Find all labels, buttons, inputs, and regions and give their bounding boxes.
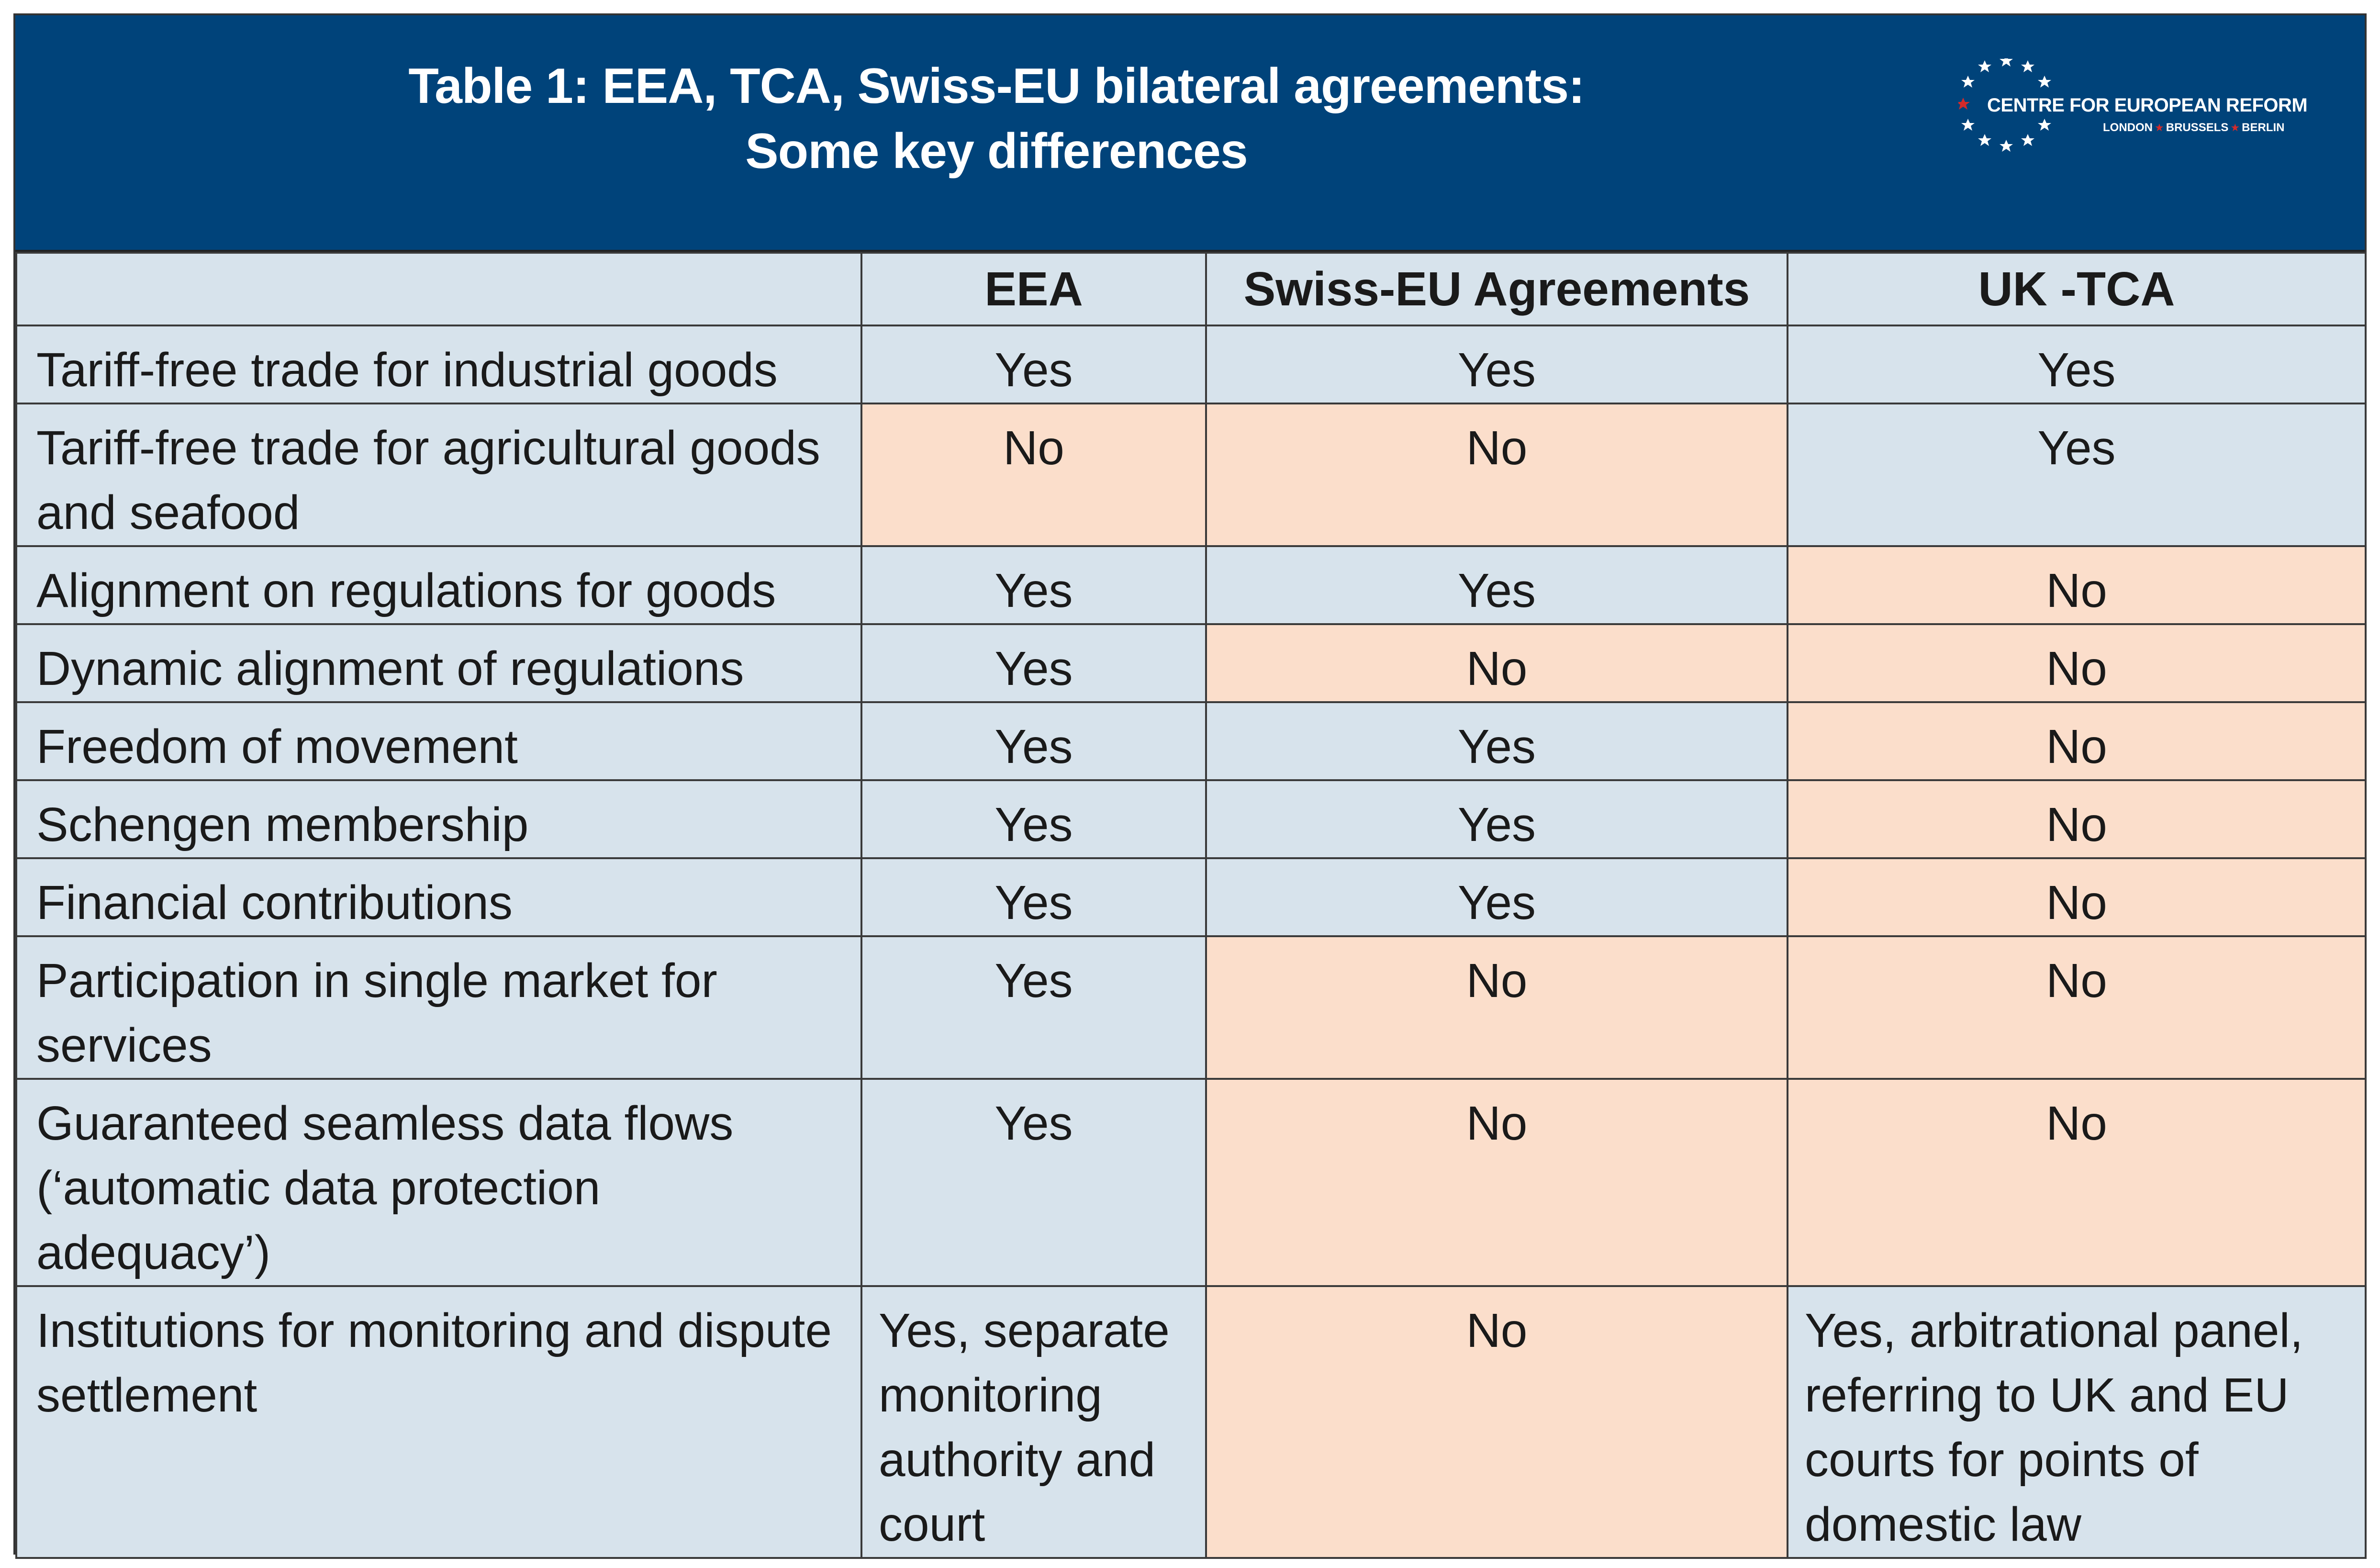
cell-uk: No [1787,779,2367,859]
logo-city-brussels: BRUSSELS [2166,121,2229,134]
cell-eea: Yes [860,545,1207,625]
row-label: Participation in single market for servi… [15,935,862,1080]
cell-eea: Yes [860,935,1207,1080]
eu-stars-icon [1958,58,2051,152]
red-star-icon: ★ [2230,122,2240,134]
cell-uk: No [1787,545,2367,625]
row-label: Tariff-free trade for agricultural goods… [15,403,862,547]
cell-uk: No [1787,623,2367,703]
cell-swiss: Yes [1205,779,1788,859]
column-header-swiss: Swiss-EU Agreements [1205,252,1788,326]
row-label: Financial contributions [15,857,862,937]
cer-logo: CENTRE FOR EUROPEAN REFORM LONDON ★ BRUSSE… [1958,58,2341,183]
row-label: Institutions for monitoring and dispute … [15,1285,862,1559]
cell-eea: Yes [860,779,1207,859]
cell-swiss: Yes [1205,545,1788,625]
cell-swiss: No [1205,1078,1788,1287]
table-frame: Table 1: EEA, TCA, Swiss-EU bilateral ag… [13,13,2367,1559]
cell-swiss: Yes [1205,701,1788,781]
red-star-icon: ★ [2155,122,2164,134]
cell-uk: Yes [1787,325,2367,404]
table-row: Tariff-free trade for agricultural goods… [15,403,2367,547]
cell-uk: Yes, arbitrational panel, referring to U… [1787,1285,2367,1559]
cell-eea: Yes, separate monitoring authority and c… [860,1285,1207,1559]
cell-uk: No [1787,857,2367,937]
table-title: Table 1: EEA, TCA, Swiss-EU bilateral ag… [302,54,1690,184]
logo-city-london: LONDON [2103,121,2153,134]
row-label: Freedom of movement [15,701,862,781]
table-row: Freedom of movement Yes Yes No [15,701,2367,781]
cell-swiss: Yes [1205,325,1788,404]
cell-uk: No [1787,935,2367,1080]
table-row: Tariff-free trade for industrial goods Y… [15,325,2367,404]
row-label: Tariff-free trade for industrial goods [15,325,862,404]
table-row: Guaranteed seamless data flows (‘automat… [15,1078,2367,1287]
column-header-eea: EEA [860,252,1207,326]
table-row: Dynamic alignment of regulations Yes No … [15,623,2367,703]
row-label: Alignment on regulations for goods [15,545,862,625]
cell-swiss: No [1205,1285,1788,1559]
cell-swiss: Yes [1205,857,1788,937]
cell-eea: No [860,403,1207,547]
row-label: Dynamic alignment of regulations [15,623,862,703]
cell-uk: Yes [1787,403,2367,547]
logo-city-berlin: BERLIN [2242,121,2285,134]
title-line-1: Table 1: EEA, TCA, Swiss-EU bilateral ag… [408,58,1585,114]
table-row: Financial contributions Yes Yes No [15,857,2367,937]
cell-swiss: No [1205,935,1788,1080]
cell-eea: Yes [860,623,1207,703]
cell-eea: Yes [860,857,1207,937]
logo-name: CENTRE FOR EUROPEAN REFORM [1987,95,2308,116]
column-header-uk: UK -TCA [1787,252,2367,326]
table-row: Alignment on regulations for goods Yes Y… [15,545,2367,625]
table-header-banner: Table 1: EEA, TCA, Swiss-EU bilateral ag… [15,15,2365,252]
table-row: Schengen membership Yes Yes No [15,779,2367,859]
row-label: Schengen membership [15,779,862,859]
table-header-row: EEA Swiss-EU Agreements UK -TCA [15,252,2367,326]
cell-uk: No [1787,701,2367,781]
row-label: Guaranteed seamless data flows (‘automat… [15,1078,862,1287]
comparison-table: EEA Swiss-EU Agreements UK -TCA Tariff-f… [15,252,2367,1559]
cell-uk: No [1787,1078,2367,1287]
cell-eea: Yes [860,325,1207,404]
logo-cities: LONDON ★ BRUSSELS ★ BERLIN [2103,121,2285,134]
table-row: Institutions for monitoring and dispute … [15,1285,2367,1559]
cell-swiss: No [1205,403,1788,547]
title-line-2: Some key differences [745,123,1248,179]
cell-eea: Yes [860,701,1207,781]
cell-swiss: No [1205,623,1788,703]
column-header-blank [15,252,862,326]
table-row: Participation in single market for servi… [15,935,2367,1080]
cell-eea: Yes [860,1078,1207,1287]
